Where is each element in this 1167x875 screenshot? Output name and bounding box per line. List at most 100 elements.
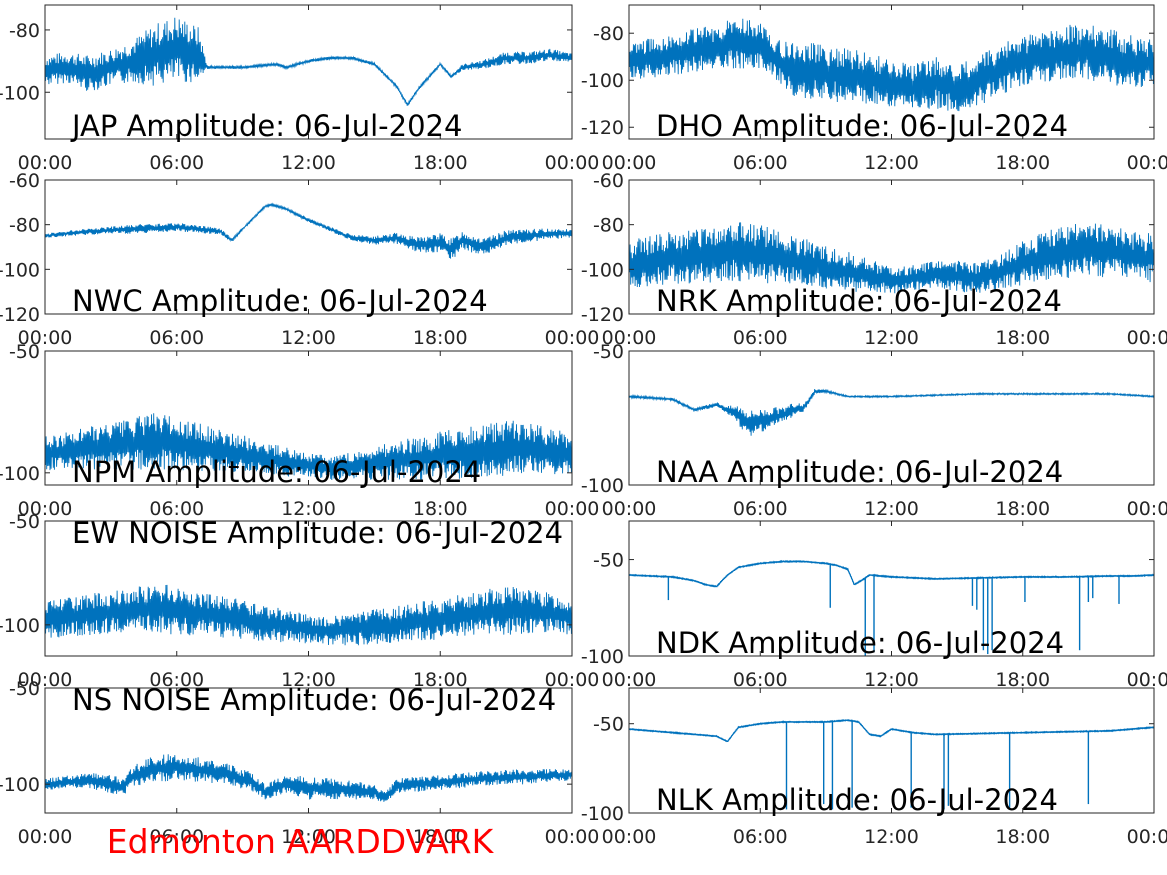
y-tick-label: -80 [593, 23, 624, 45]
x-tick-label: 00:00 [545, 327, 600, 349]
station-label: Edmonton AARDDVARK [107, 822, 495, 861]
chart-npm: -50 -100 00:00 06:00 12:00 18:00 00:00 NPM Ampl… [0, 341, 599, 520]
x-tick-label: 12:00 [864, 327, 919, 349]
x-tick-label: 06:00 [733, 327, 788, 349]
x-tick-label: 18:00 [413, 826, 468, 848]
x-tick-label: 18:00 [413, 498, 468, 520]
y-tick-label: -100 [0, 463, 40, 485]
x-tick-label: 00:00 [1127, 669, 1167, 691]
y-tick-label: -100 [0, 82, 40, 104]
y-tick-label: -50 [593, 550, 624, 572]
x-tick-label: 06:00 [733, 498, 788, 520]
chart-title: NLK Amplitude: 06-Jul-2024 [656, 783, 1058, 817]
x-tick-label: 00:00 [545, 669, 600, 691]
x-tick-label: 12:00 [281, 152, 336, 174]
y-tick-label: -80 [9, 20, 40, 42]
x-tick-label: 12:00 [864, 669, 919, 691]
x-tick-label: 18:00 [413, 152, 468, 174]
chart-ew-noise: -50 -100 00:00 06:00 12:00 18:00 00:00 EW NOISE… [0, 511, 599, 691]
trace-nwc [45, 202, 572, 259]
x-tick-label: 06:00 [149, 826, 204, 848]
x-tick-label: 06:00 [733, 669, 788, 691]
y-tick-label: -50 [593, 341, 624, 363]
x-tick-label: 18:00 [413, 669, 468, 691]
chart-dho: -80 -100 -120 00:00 06:00 12:00 18:00 00:00 DHO … [581, 4, 1167, 174]
y-tick-label: -100 [581, 259, 624, 281]
y-tick-label: -100 [0, 774, 40, 796]
x-tick-label: 00:00 [18, 498, 73, 520]
y-tick-label: -80 [9, 215, 40, 237]
x-tick-label: 00:00 [545, 152, 600, 174]
y-tick-label: -80 [593, 215, 624, 237]
x-tick-label: 00:00 [545, 826, 600, 848]
chart-jap: -80 -100 00:00 06:00 12:00 18:00 00:00 JAP Ampl… [0, 4, 600, 174]
x-tick-label: 00:00 [602, 327, 657, 349]
x-tick-label: 12:00 [281, 498, 336, 520]
trace-ew-noise [45, 584, 572, 646]
x-tick-label: 00:00 [602, 498, 657, 520]
x-tick-label: 18:00 [413, 327, 468, 349]
x-tick-label: 18:00 [995, 498, 1050, 520]
chart-title: NS NOISE Amplitude: 06-Jul-2024 [72, 683, 556, 717]
chart-title: JAP Amplitude: 06-Jul-2024 [70, 109, 462, 143]
x-tick-label: 00:00 [602, 826, 657, 848]
x-tick-label: 00:00 [1127, 327, 1167, 349]
x-tick-label: 00:00 [18, 327, 73, 349]
y-tick-label: -60 [9, 170, 40, 192]
chart-title: NAA Amplitude: 06-Jul-2024 [656, 455, 1063, 489]
y-tick-label: -100 [581, 646, 624, 668]
x-tick-label: 06:00 [149, 498, 204, 520]
x-tick-label: 12:00 [281, 826, 336, 848]
trace-ndk [629, 559, 1154, 588]
chart-title: NRK Amplitude: 06-Jul-2024 [656, 284, 1062, 318]
y-tick-label: -50 [593, 714, 624, 736]
y-tick-label: -100 [0, 615, 40, 637]
x-tick-label: 00:00 [602, 669, 657, 691]
x-tick-label: 12:00 [281, 327, 336, 349]
trace-naa [629, 388, 1154, 436]
x-tick-label: 18:00 [995, 327, 1050, 349]
y-tick-label: -100 [581, 70, 624, 92]
chart-title: NDK Amplitude: 06-Jul-2024 [656, 626, 1064, 660]
y-tick-label: -100 [581, 803, 624, 825]
y-tick-label: -50 [9, 341, 40, 363]
x-tick-label: 00:00 [18, 152, 73, 174]
x-tick-label: 06:00 [149, 327, 204, 349]
x-tick-label: 18:00 [995, 152, 1050, 174]
x-tick-label: 12:00 [864, 826, 919, 848]
x-tick-label: 12:00 [864, 498, 919, 520]
chart-title: DHO Amplitude: 06-Jul-2024 [656, 109, 1068, 143]
x-tick-label: 12:00 [864, 152, 919, 174]
x-tick-label: 18:00 [995, 826, 1050, 848]
y-tick-label: -100 [0, 259, 40, 281]
chart-title: EW NOISE Amplitude: 06-Jul-2024 [72, 516, 563, 550]
trace-ns-noise [45, 754, 572, 802]
y-tick-label: -50 [9, 511, 40, 533]
y-tick-label: -60 [593, 170, 624, 192]
x-tick-label: 00:00 [545, 498, 600, 520]
x-tick-label: 06:00 [149, 152, 204, 174]
y-tick-label: -120 [581, 304, 624, 326]
x-tick-label: 18:00 [995, 669, 1050, 691]
y-tick-label: -50 [9, 678, 40, 700]
trace-npm [45, 413, 572, 481]
y-tick-label: -120 [0, 304, 40, 326]
x-tick-label: 00:00 [1127, 498, 1167, 520]
trace-jap [45, 17, 572, 106]
x-tick-label: 06:00 [733, 826, 788, 848]
x-tick-label: 00:00 [18, 669, 73, 691]
x-tick-label: 00:00 [1127, 152, 1167, 174]
chart-nrk: -60-80-100-12000:0006:0012:0018:0000:00N… [581, 170, 1167, 349]
x-tick-label: 00:00 [602, 152, 657, 174]
x-tick-label: 00:00 [1127, 826, 1167, 848]
trace-dho [629, 18, 1154, 112]
y-tick-label: -100 [581, 475, 624, 497]
chart-ns-noise: -50 -100 00:00 06:00 12:00 18:00 00:00 NS NOISE… [0, 678, 599, 848]
chart-title: NPM Amplitude: 06-Jul-2024 [72, 455, 481, 489]
